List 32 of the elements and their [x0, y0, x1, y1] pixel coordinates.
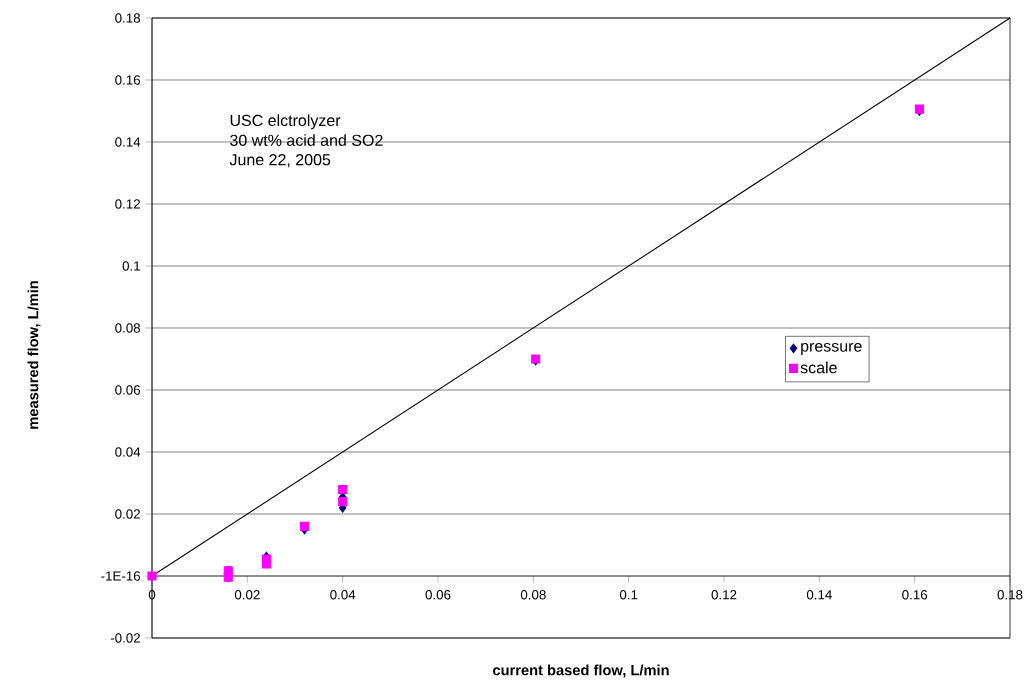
y-axis-title: measured flow, L/min — [27, 281, 41, 429]
y-tick-label: 0.12 — [115, 199, 140, 209]
x-tick-label: 0.02 — [234, 590, 260, 600]
x-axis-title: current based flow, L/min — [493, 664, 669, 678]
legend-label: scale — [800, 361, 837, 374]
annotation: USC elctrolyzer — [230, 114, 341, 130]
y-tick-label: 0.16 — [115, 75, 141, 85]
y-tick-label: 0.14 — [115, 137, 141, 147]
x-tick-label: 0.16 — [902, 590, 928, 600]
point — [338, 484, 348, 495]
x-tick-label: 0.06 — [425, 590, 451, 600]
annotation: June 22, 2005 — [229, 154, 331, 168]
point — [338, 497, 348, 507]
y-tick-label: 0.02 — [115, 509, 140, 519]
legend-label: pressure — [801, 342, 862, 355]
y-tick-label: 0.18 — [115, 13, 141, 23]
point — [299, 521, 310, 531]
x-tick-label: 0.18 — [997, 590, 1023, 600]
y-tick-label: -1E-16 — [101, 571, 141, 581]
y-tick-label: 0.06 — [115, 385, 141, 395]
x-tick-label: 0.1 — [619, 590, 638, 600]
x-tick-label: 0.04 — [330, 590, 356, 600]
y-tick-label: 0.04 — [115, 447, 141, 457]
y-tick-label: 0.1 — [122, 261, 140, 271]
y-tick-label: 0.08 — [115, 323, 141, 333]
x-tick-label: 0.08 — [520, 590, 546, 600]
x-tick-label: 0.12 — [711, 590, 737, 600]
y-tick-label: -0.02 — [110, 633, 140, 643]
point — [147, 571, 157, 581]
point — [261, 559, 271, 569]
annotation: 30 wt% acid and SO2 — [230, 134, 383, 146]
x-tick-label: 0.14 — [806, 590, 832, 600]
